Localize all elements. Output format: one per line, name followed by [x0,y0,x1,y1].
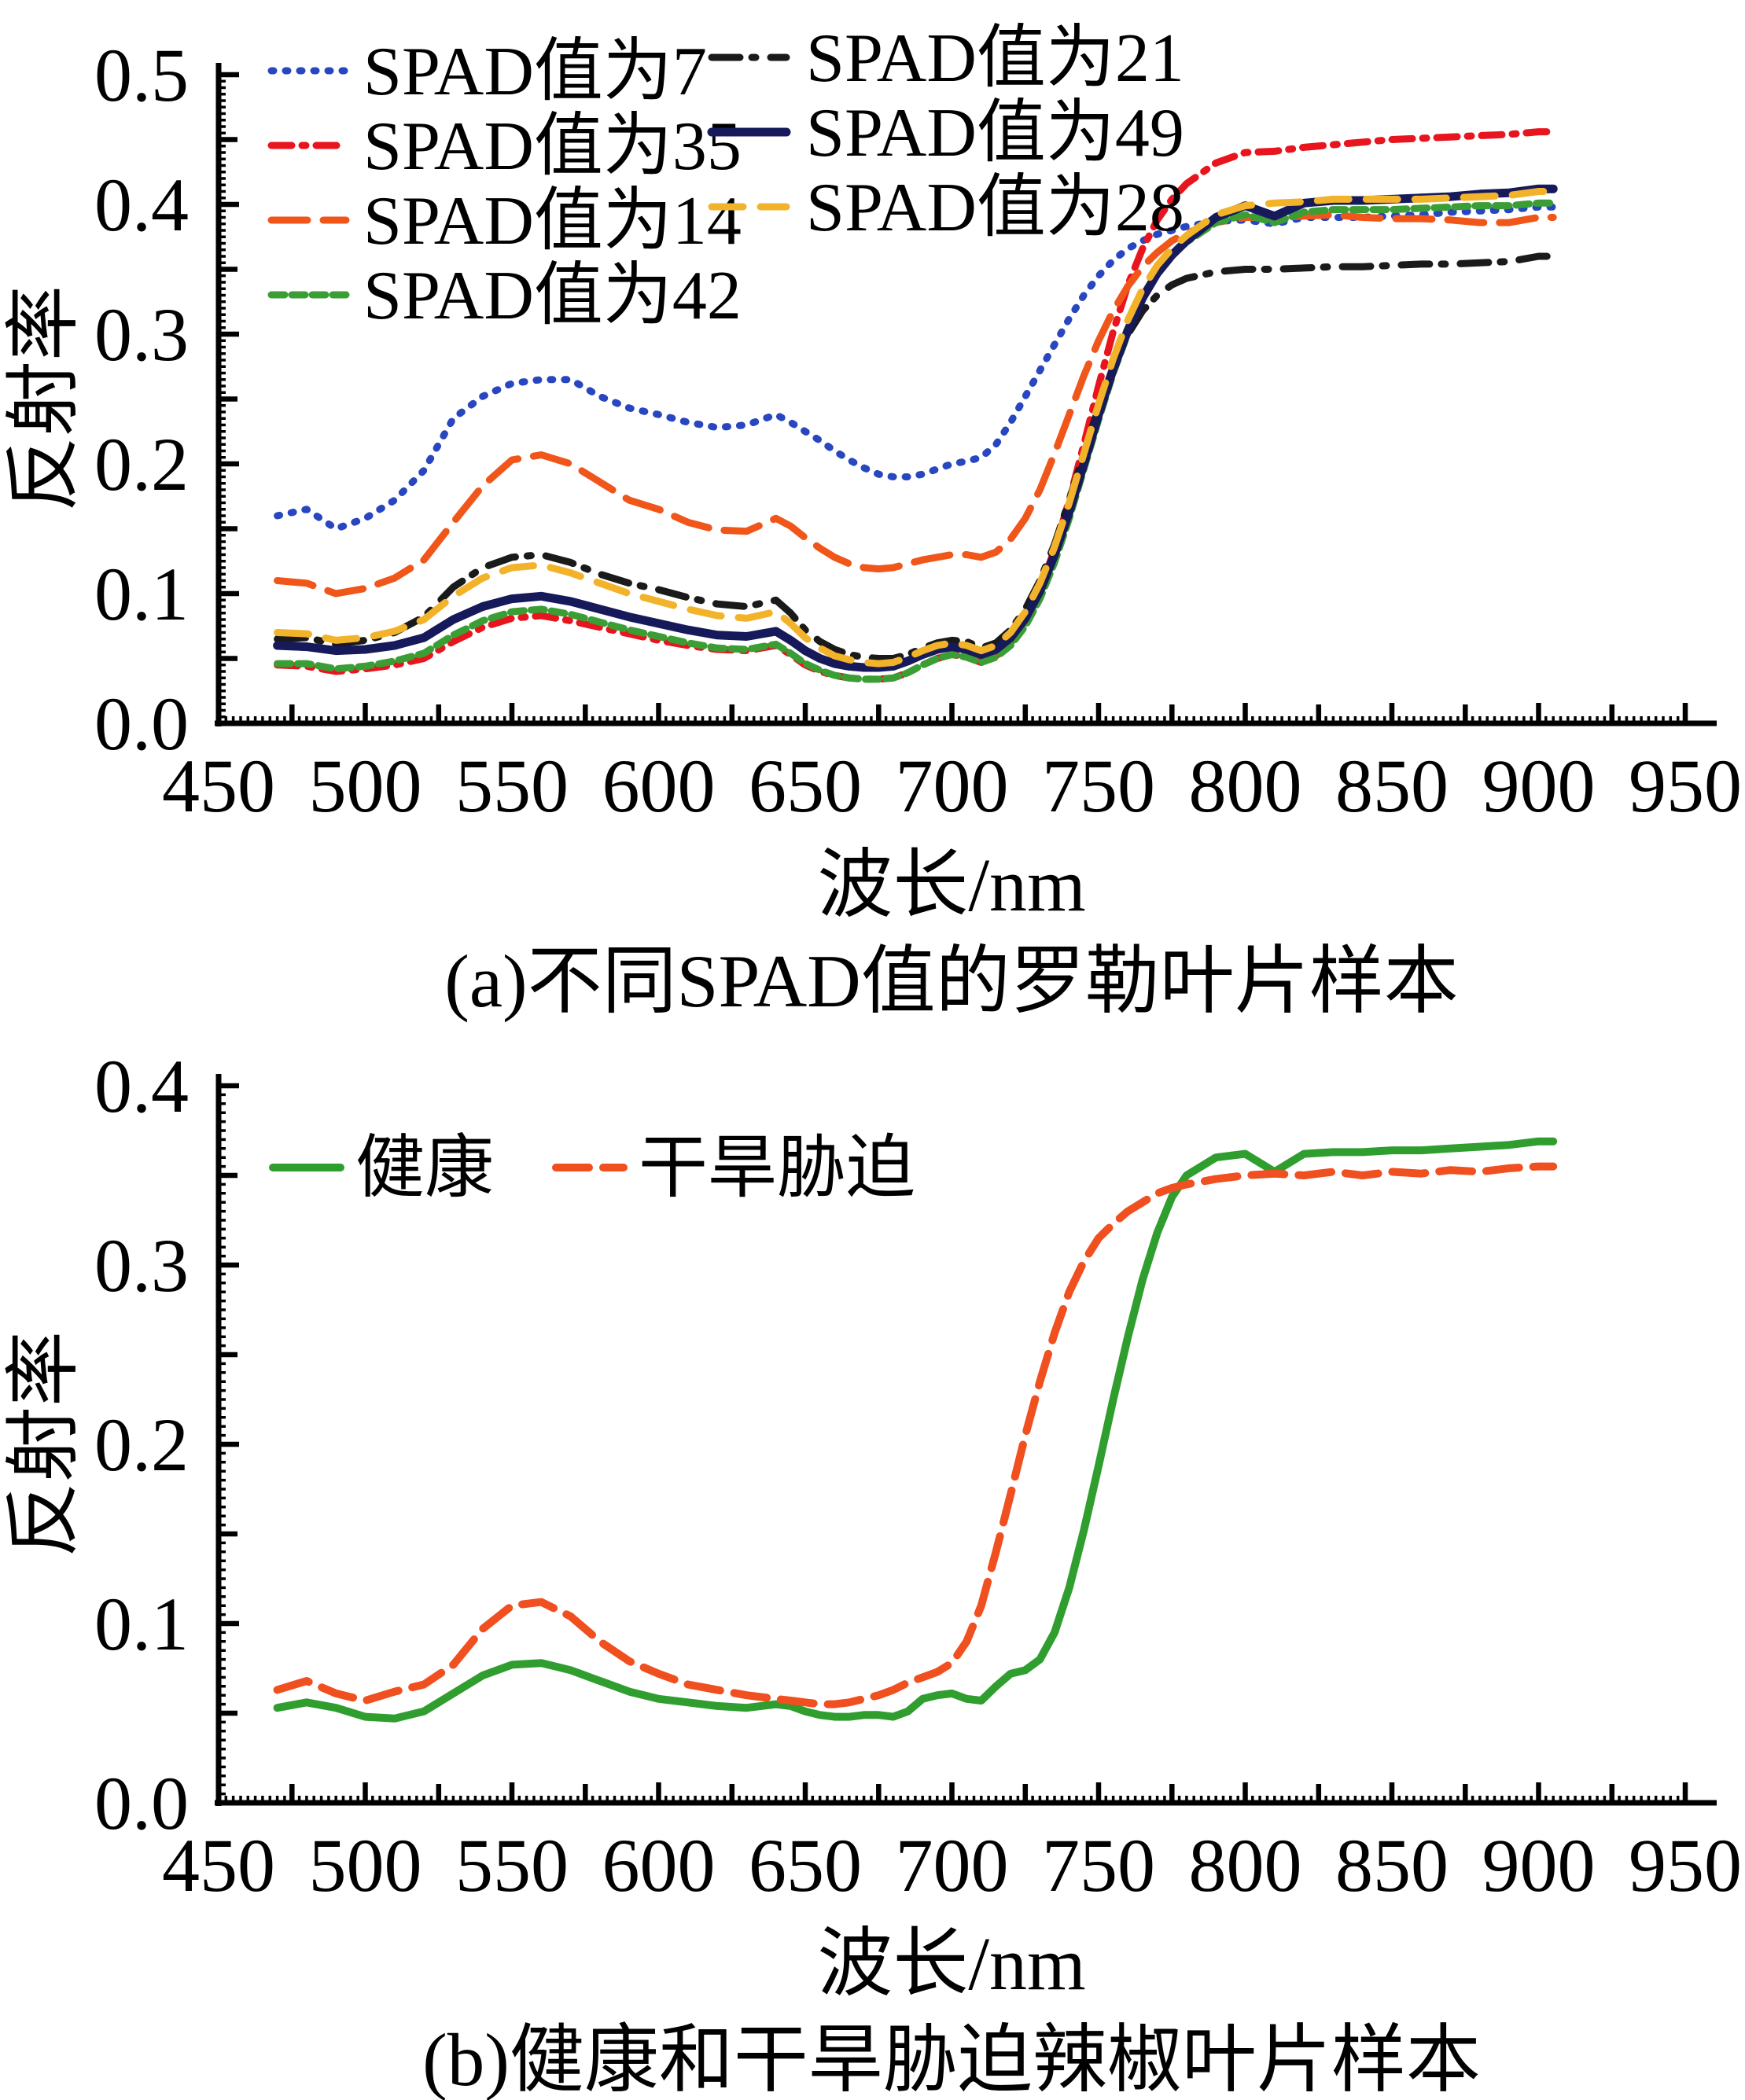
x-tick-label: 750 [1042,744,1155,828]
y-tick-label: 0.3 [94,292,189,377]
x-tick-label: 750 [1042,1823,1155,1907]
x-tick-label: 800 [1189,744,1302,828]
y-tick-label: 0.4 [94,1044,189,1128]
x-tick-label: 950 [1629,1823,1742,1907]
curve-spad-42 [274,199,1557,683]
x-tick-label: 650 [749,1823,862,1907]
x-tick-label: 450 [162,744,275,828]
legend-label-spad-35: SPAD值为35 [363,108,742,185]
x-tick-label: 800 [1189,1823,1302,1907]
x-tick-label: 500 [309,744,422,828]
legend-label-spad-42: SPAD值为42 [363,258,742,334]
y-tick-label: 0.3 [94,1223,189,1307]
y-tick-label: 0.0 [94,1761,189,1845]
curve-healthy [273,1137,1558,1723]
y-tick-label: 0.1 [94,1582,189,1666]
curve-drought [273,1162,1558,1708]
x-tick-label: 900 [1482,744,1596,828]
curve-spad-21 [274,252,1557,662]
legend-label-healthy: 健康 [355,1131,494,1207]
y-tick-label: 0.0 [94,682,189,766]
legend-label-spad-21: SPAD值为21 [806,20,1184,97]
x-tick-label: 600 [602,744,716,828]
x-tick-label: 900 [1482,1823,1596,1907]
x-tick-label: 600 [602,1823,716,1907]
chart-a-caption: (a)不同SPAD值的罗勒叶片样本 [444,940,1459,1023]
curve-spad-14 [274,211,1557,598]
x-tick-label: 450 [162,1823,275,1907]
legend-label-drought: 干旱胁迫 [639,1131,915,1207]
x-tick-label: 700 [896,744,1009,828]
y-tick-label: 0.4 [94,163,189,247]
x-tick-label: 550 [455,1823,569,1907]
y-tick-label: 0.2 [94,1403,189,1487]
chart-a-y-axis-title: 反射率 [2,285,86,512]
legend-label-spad-28: SPAD值为28 [806,170,1184,246]
y-tick-label: 0.1 [94,552,189,636]
chart-a-plot: 450 500 550 600 650 700 750 800 850 900 950 0.0 0.1 0… [94,20,1742,828]
chart-a-x-axis-title: 波长/nm [817,843,1085,927]
chart-b-caption: (b)健康和干旱胁迫辣椒叶片样本 [422,2018,1481,2100]
major-ticks [215,72,1688,726]
y-tick-label: 0.5 [94,33,189,117]
curve-spad-49 [273,184,1558,672]
x-tick-label: 550 [455,744,569,828]
legend-label-spad-49: SPAD值为49 [806,95,1184,171]
chart-b-plot: 450 500 550 600 650 700 750 800 850 900 950 0.0 0.1 0… [94,1044,1742,1907]
x-tick-label: 850 [1335,744,1449,828]
y-tick-label: 0.2 [94,422,189,506]
legend-label-spad-14: SPAD值为14 [363,183,742,259]
chart-b-x-axis-title: 波长/nm [817,1922,1085,2006]
x-tick-label: 850 [1335,1823,1449,1907]
x-tick-label: 650 [749,744,862,828]
curve-spad-28 [274,188,1557,668]
chart-b-y-axis-title: 反射率 [2,1331,86,1558]
legend-label-spad-7: SPAD值为7 [363,34,707,110]
x-tick-label: 950 [1629,744,1742,828]
x-tick-label: 500 [309,1823,422,1907]
major-ticks [215,1083,1688,1806]
x-tick-label: 700 [896,1823,1009,1907]
